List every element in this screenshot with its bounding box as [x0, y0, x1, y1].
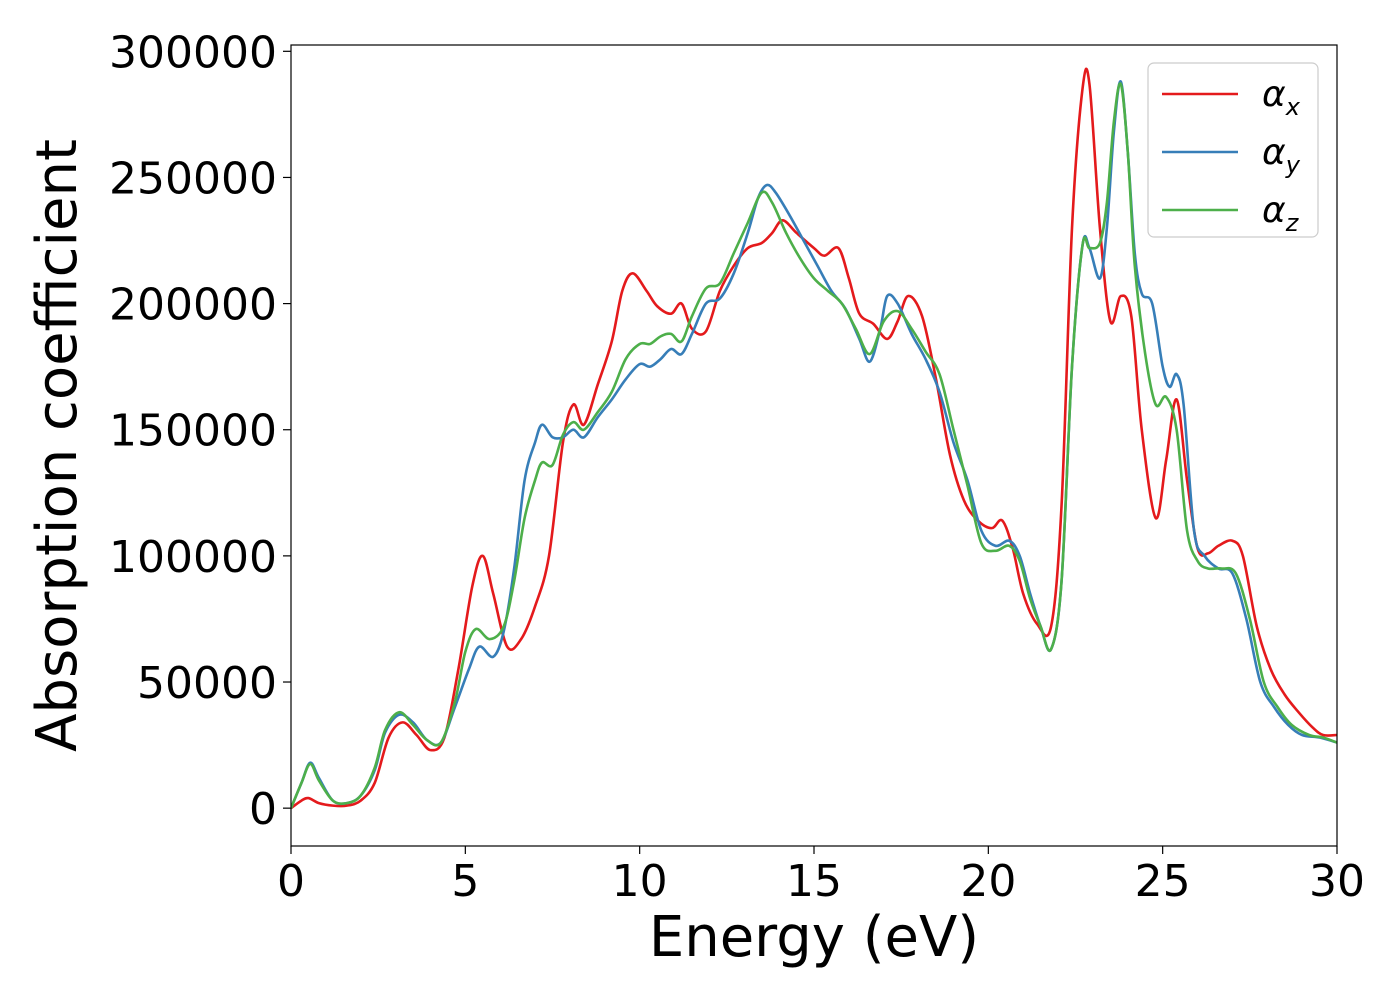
- x-tick-label: 0: [277, 856, 305, 907]
- legend-frame: [1147, 62, 1319, 238]
- y-tick-label: 0: [249, 784, 277, 835]
- y-axis: 0 50000 100000 150000 200000 250000 300000: [109, 27, 291, 835]
- x-tick-label: 30: [1309, 856, 1365, 907]
- y-axis-label: Absorption coefficient: [25, 139, 90, 752]
- legend-label-symbol: α: [1262, 190, 1286, 231]
- y-tick-label: 100000: [109, 532, 277, 583]
- legend-label-subscript: y: [1285, 151, 1301, 179]
- x-tick-label: 10: [612, 856, 668, 907]
- series-line-z: [291, 82, 1337, 809]
- series-line-x: [291, 67, 1337, 810]
- y-tick-label: 300000: [109, 27, 277, 78]
- x-tick-label: 25: [1135, 856, 1191, 907]
- y-tick-label: 250000: [109, 153, 277, 204]
- plot-lines: [291, 67, 1337, 810]
- x-axis: 0 5 10 15 20 25 30: [277, 846, 1365, 907]
- x-tick-label: 20: [960, 856, 1016, 907]
- y-tick-label: 150000: [109, 406, 277, 457]
- x-tick-label: 5: [451, 856, 479, 907]
- x-axis-label: Energy (eV): [649, 905, 979, 970]
- y-tick-label: 50000: [137, 658, 277, 709]
- legend-label-x: αx: [1262, 74, 1301, 121]
- legend-label-subscript: x: [1285, 93, 1301, 121]
- legend-label-subscript: z: [1285, 209, 1300, 237]
- y-tick-label: 200000: [109, 280, 277, 331]
- legend-label-symbol: α: [1262, 74, 1286, 115]
- legend-label-symbol: α: [1262, 132, 1286, 173]
- legend-label-z: αz: [1262, 190, 1300, 237]
- x-tick-label: 15: [786, 856, 842, 907]
- legend-label-y: αy: [1262, 132, 1301, 179]
